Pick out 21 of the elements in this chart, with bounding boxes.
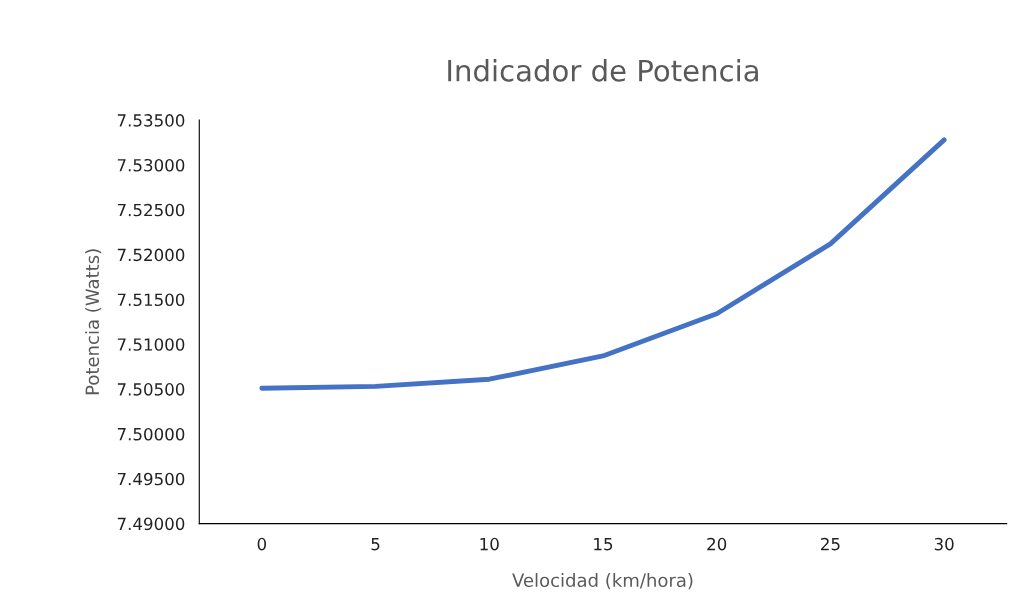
x-tick-label: 25 — [821, 537, 840, 551]
x-tick-label: 0 — [257, 537, 267, 551]
y-tick-label: 7.52500 — [117, 203, 185, 217]
y-tick-label: 7.50000 — [117, 427, 185, 441]
x-tick-label: 30 — [934, 537, 954, 551]
x-axis-title: Velocidad (km/hora) — [512, 573, 693, 590]
y-tick-label: 7.53500 — [117, 114, 185, 127]
y-tick-label: 7.53000 — [117, 158, 185, 172]
y-tick-label: 7.51500 — [117, 293, 185, 307]
x-tick-label: 5 — [371, 538, 380, 551]
y-tick-label: 7.50500 — [117, 383, 185, 396]
y-tick-label: 7.51000 — [117, 338, 185, 351]
y-tick-label: 7.49000 — [117, 517, 185, 531]
x-tick-label: 20 — [707, 537, 727, 551]
line-series — [259, 137, 947, 391]
y-tick-label: 7.52000 — [117, 248, 185, 262]
y-tick-label: 7.49500 — [117, 472, 185, 486]
y-axis-title: Potencia (Watts) — [85, 249, 102, 395]
x-tick-label: 10 — [480, 537, 499, 551]
x-tick-label: 15 — [594, 538, 613, 551]
chart-title: Indicador de Potencia — [448, 59, 758, 82]
